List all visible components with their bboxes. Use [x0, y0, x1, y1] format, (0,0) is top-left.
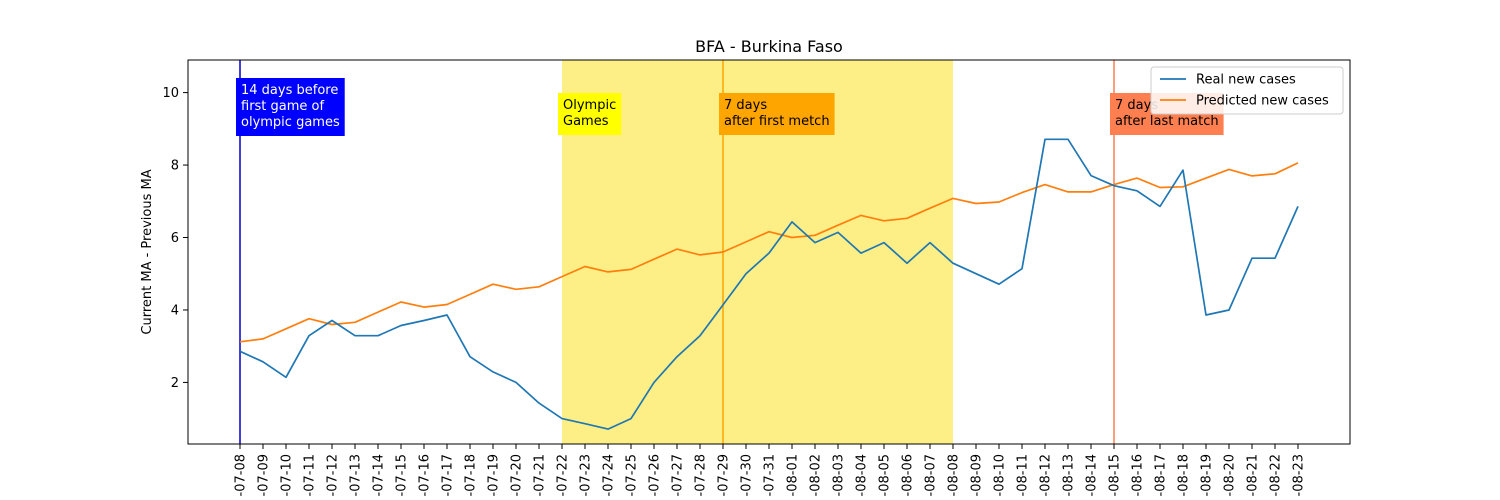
x-tick-label: -08-13	[1062, 454, 1077, 496]
annotation-label: Games	[563, 114, 609, 129]
x-tick-label: -08-02	[809, 454, 824, 496]
x-tick-label: -07-10	[280, 454, 295, 496]
x-tick-label: -08-21	[1246, 454, 1261, 496]
x-tick-label: -07-16	[418, 454, 433, 496]
x-tick-label: -07-14	[372, 454, 387, 496]
x-tick-label: -07-29	[717, 454, 732, 496]
x-tick-label: -08-20	[1223, 454, 1238, 496]
x-tick-label: -07-20	[510, 454, 525, 496]
y-tick-label: 2	[171, 376, 179, 391]
series-line	[239, 138, 1299, 430]
annotation-label: 7 days	[1115, 98, 1158, 113]
x-tick-label: -07-13	[349, 454, 364, 496]
annotation-label: after last match	[1115, 114, 1219, 129]
y-tick-label: 8	[171, 159, 179, 174]
x-tick-label: -08-08	[947, 454, 962, 496]
annotation-label: after first metch	[724, 114, 830, 129]
annotation-label: 7 days	[724, 98, 767, 113]
x-tick-label: -08-19	[1200, 454, 1215, 496]
x-tick-label: -07-11	[303, 454, 318, 496]
x-tick-label: -08-14	[1085, 454, 1100, 496]
annotation-box	[558, 93, 622, 135]
x-tick-label: -07-09	[257, 454, 272, 496]
y-tick-label: 10	[162, 86, 179, 101]
x-tick-label: -08-07	[924, 454, 939, 496]
annotation-box	[719, 93, 835, 135]
x-tick-label: -08-12	[1039, 454, 1054, 496]
x-tick-label: -07-24	[602, 454, 617, 496]
x-tick-label: -07-18	[464, 454, 479, 496]
x-tick-label: -08-23	[1292, 454, 1307, 496]
x-tick-label: -08-10	[993, 454, 1008, 496]
annotation-label: first game of	[241, 99, 325, 114]
x-tick-label: -08-15	[1108, 454, 1123, 496]
x-axis: -07-08 -07-09 -07-10 -07-11 -07-12 -07-13 -07-…	[234, 444, 1307, 496]
x-tick-label: -07-19	[487, 454, 502, 496]
x-tick-label: -08-22	[1269, 454, 1284, 496]
x-tick-label: -07-22	[556, 454, 571, 496]
x-tick-label: -08-04	[855, 454, 870, 496]
x-tick-label: -08-01	[786, 454, 801, 496]
annotation-box	[236, 78, 345, 136]
x-tick-label: -08-05	[878, 454, 893, 496]
x-tick-label: -07-12	[326, 454, 341, 496]
x-tick-label: -08-17	[1154, 454, 1169, 496]
legend-label: Predicted new cases	[1196, 94, 1329, 109]
x-tick-label: -07-08	[234, 454, 249, 496]
x-tick-label: -07-17	[441, 454, 456, 496]
legend-label: Real new cases	[1196, 73, 1296, 88]
chart-title: BFA - Burkina Faso	[695, 37, 843, 56]
annotation-label: olympic games	[241, 115, 340, 130]
x-tick-label: -07-23	[579, 454, 594, 496]
x-tick-label: -07-21	[533, 454, 548, 496]
x-tick-label: -07-28	[694, 454, 709, 496]
x-tick-label: -08-06	[901, 454, 916, 496]
y-axis: 2 4 6 8 10	[162, 86, 188, 391]
x-tick-label: -08-09	[970, 454, 985, 496]
annotation-label: Olympic	[563, 98, 616, 113]
y-axis-label: Current MA - Previous MA	[140, 169, 155, 334]
x-tick-label: -07-26	[648, 454, 663, 496]
annotation-label: 14 days before	[241, 83, 338, 98]
y-tick-label: 6	[171, 231, 179, 246]
legend: Real new cases Predicted new cases	[1150, 66, 1344, 115]
series-line	[239, 162, 1299, 343]
series-lines	[239, 138, 1299, 430]
x-tick-label: -08-03	[832, 454, 847, 496]
x-tick-label: -08-18	[1177, 454, 1192, 496]
x-tick-label: -08-11	[1016, 454, 1031, 496]
x-tick-label: -07-30	[740, 454, 755, 496]
y-tick-label: 4	[171, 303, 179, 318]
x-tick-label: -07-15	[395, 454, 410, 496]
x-tick-label: -07-25	[625, 454, 640, 496]
x-tick-label: -07-31	[763, 454, 778, 496]
legend-box	[1150, 66, 1344, 115]
x-tick-label: -07-27	[671, 454, 686, 496]
x-tick-label: -08-16	[1131, 454, 1146, 496]
